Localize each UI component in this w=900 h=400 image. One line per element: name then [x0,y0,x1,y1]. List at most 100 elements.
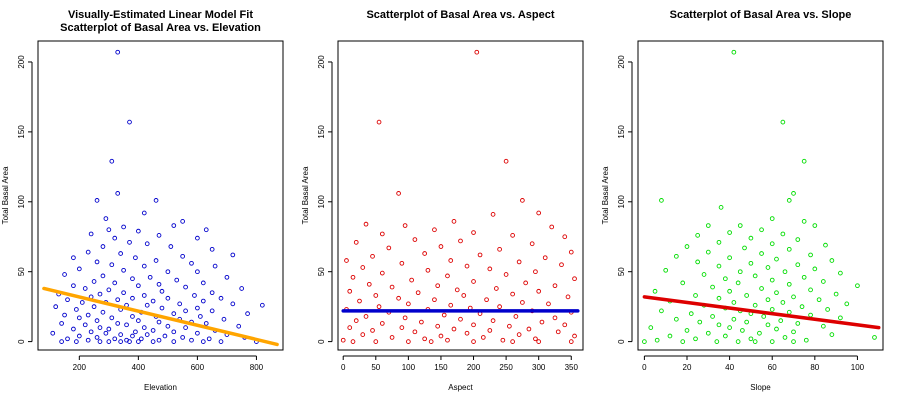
data-point [373,339,379,344]
data-point [112,336,118,342]
data-point [435,323,441,329]
data-point [121,290,126,296]
data-point [130,333,135,339]
data-point [389,284,395,290]
data-point [808,252,813,258]
data-point [490,318,496,323]
data-point [150,298,156,304]
data-point [695,233,700,238]
data-point [363,314,369,319]
data-point [159,305,165,311]
y-tick-label: 100 [617,195,626,209]
data-point [769,277,775,283]
data-point [370,253,375,259]
data-point [458,238,463,244]
data-point [471,339,476,344]
data-point [803,337,809,343]
data-point [127,239,132,245]
data-point [520,300,525,305]
data-point [441,312,447,318]
data-point [136,283,141,289]
data-point [562,234,568,240]
data-point [684,328,690,333]
data-point [705,249,711,255]
x-tick-label: 100 [851,363,865,372]
data-point [94,198,100,203]
data-point [350,339,356,344]
data-point [85,249,91,255]
x-tick-label: 50 [371,363,380,372]
data-point [150,328,156,333]
data-point [786,246,792,252]
data-point [731,300,737,305]
data-point [165,269,171,275]
data-point [714,339,720,344]
data-point [765,297,771,303]
data-point [121,267,126,273]
data-point [795,262,801,268]
data-point [722,333,728,339]
data-point [141,325,147,330]
data-point [100,244,106,249]
data-point [510,233,515,238]
data-point [97,339,103,344]
data-point [406,301,411,307]
x-tick-label: 600 [191,363,205,372]
data-point [415,290,421,296]
data-point [165,323,171,329]
data-point [464,330,470,336]
data-point [562,322,568,328]
data-point [642,339,647,344]
data-point [742,245,747,251]
data-point [82,286,88,291]
data-point [533,269,538,275]
data-point [820,323,826,329]
data-point [536,210,542,216]
data-point [147,274,153,280]
data-point [245,311,250,316]
data-point [716,239,722,245]
data-point [76,333,82,339]
x-tick-label: 0 [341,363,346,372]
y-tick-label: 0 [317,339,326,344]
data-point [718,205,724,210]
data-point [487,328,493,333]
data-point [71,255,76,261]
x-tick-label: 20 [683,363,692,372]
data-point [549,224,555,230]
data-point [195,235,200,241]
data-point [94,318,100,323]
data-point [74,307,79,312]
data-point [136,318,141,323]
data-point [774,256,779,262]
data-point [833,291,839,297]
data-point [825,307,830,312]
data-point [474,49,480,55]
data-point [53,304,59,310]
data-point [402,223,408,228]
data-point [389,335,395,340]
data-point [507,323,512,329]
data-point [513,314,519,319]
data-point [435,283,441,289]
x-axis-title: Slope [750,383,771,392]
data-point [402,315,408,321]
data-point [693,336,698,342]
data-point [445,337,450,343]
data-point [379,231,385,237]
data-point [780,231,786,237]
data-point [572,276,577,282]
data-point [786,309,792,315]
data-point [829,332,835,337]
data-point [451,326,457,332]
data-point [203,227,209,233]
data-point [673,253,679,259]
data-point [344,258,349,263]
data-point [716,322,722,328]
data-point [727,325,732,330]
data-point [156,319,162,325]
data-point [115,191,121,196]
data-point [445,273,450,279]
data-point [106,339,112,344]
data-point [350,274,356,280]
